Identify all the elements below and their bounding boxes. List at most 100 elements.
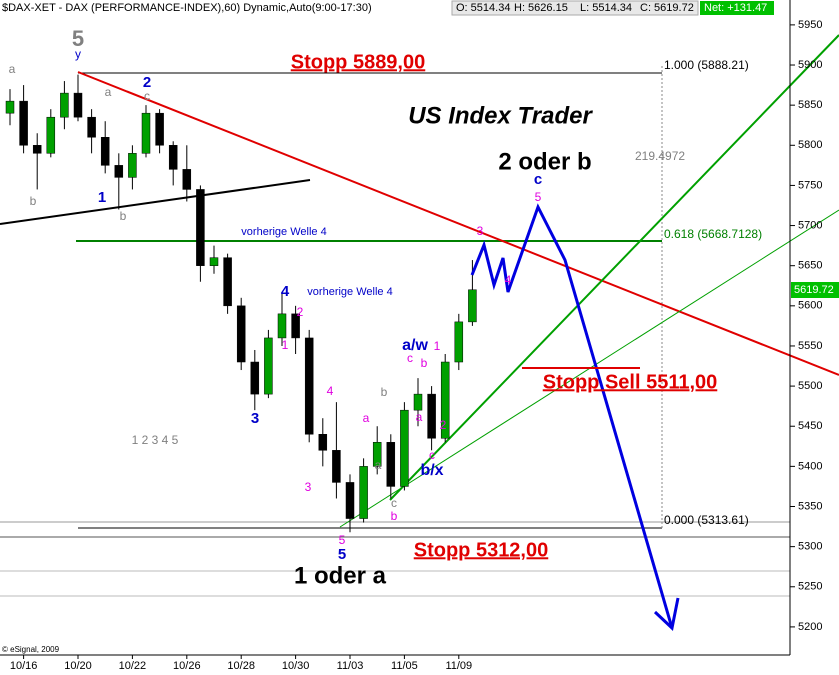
y-tick-label: 5800: [798, 139, 822, 151]
wave-label: a: [416, 410, 423, 424]
wave-label: 4: [505, 273, 512, 287]
candle-body: [168, 145, 178, 170]
x-tick-label: 10/20: [64, 660, 92, 672]
wave-label: c: [144, 89, 150, 103]
note: vorherige Welle 4: [307, 286, 392, 298]
y-tick-label: 5850: [798, 99, 822, 111]
header-net: Net: +131.47: [704, 2, 767, 14]
wave-label: 1: [98, 189, 106, 206]
wave-label: 1 2 3 4 5: [132, 433, 179, 447]
wave-label: 4: [281, 283, 290, 300]
wave-label: b: [381, 385, 388, 399]
trendline: [389, 34, 839, 501]
wave-label: 2: [143, 74, 151, 91]
copyright: © eSignal, 2009: [2, 645, 60, 654]
header-box: [451, 0, 699, 16]
candle-body: [5, 100, 15, 114]
candle-body: [440, 361, 450, 439]
fib-label: 219.4972: [635, 149, 685, 163]
y-tick-label: 5350: [798, 500, 822, 512]
wave-label: 2: [440, 418, 447, 432]
y-tick-label: 5600: [798, 300, 822, 312]
last-price-label: 5619.72: [794, 284, 834, 296]
net-box: [700, 1, 774, 15]
trendline: [77, 71, 839, 376]
candle-body: [196, 189, 205, 266]
candle-body: [46, 116, 56, 154]
y-tick-label: 5750: [798, 179, 822, 191]
wave-label: a: [363, 411, 370, 425]
chart-title: $DAX-XET - DAX (PERFORMANCE-INDEX),60) D…: [2, 2, 372, 14]
candle-body: [114, 165, 124, 178]
wave-label: a/w: [402, 337, 428, 354]
candle-body: [73, 92, 83, 118]
wave-label: b: [30, 194, 37, 208]
candle-body: [236, 305, 246, 363]
y-tick-label: 5700: [798, 219, 822, 231]
wave-label: 1: [282, 338, 289, 352]
candle-body: [209, 257, 219, 266]
candle-body: [386, 442, 396, 487]
wave-label: 4: [327, 384, 334, 398]
y-tick-label: 5550: [798, 340, 822, 352]
stop-label: Stopp Sell 5511,00: [543, 371, 718, 393]
wave-label: y: [75, 47, 81, 61]
x-tick-label: 10/16: [10, 660, 38, 672]
candle-body: [87, 116, 96, 138]
wave-label: 5: [535, 190, 542, 204]
candle-body: [128, 153, 137, 178]
y-tick-label: 5200: [798, 621, 822, 633]
candle-body: [60, 92, 69, 118]
projection-arrow: [653, 597, 680, 631]
candle-body: [223, 257, 232, 307]
trendline: [0, 179, 311, 225]
wave-label: c: [391, 496, 397, 510]
candle-body: [359, 466, 368, 519]
x-tick-label: 11/03: [337, 660, 364, 672]
y-tick-label: 5250: [798, 581, 822, 593]
candle-body: [318, 434, 328, 451]
candle-body: [250, 361, 260, 395]
wave-label: 5: [338, 546, 346, 563]
y-tick-label: 5450: [798, 420, 822, 432]
wave-label: b: [421, 356, 428, 370]
wave-label: a: [105, 85, 112, 99]
candle-body: [468, 289, 477, 323]
fib-label: 0.000 (5313.61): [664, 513, 749, 527]
candle-body: [19, 100, 28, 146]
wave-label: 3: [251, 410, 259, 427]
note: vorherige Welle 4: [241, 226, 326, 238]
stop-label: Stopp 5889,00: [291, 51, 426, 73]
y-tick-label: 5500: [798, 380, 822, 392]
header-high: H: 5626.15: [514, 2, 568, 14]
candle-body: [291, 313, 300, 339]
x-tick-label: 10/30: [282, 660, 310, 672]
candle-body: [413, 393, 423, 411]
candle-body: [400, 409, 409, 487]
wave-label: 1: [434, 339, 441, 353]
wave-label: 3: [477, 224, 484, 238]
wave-label: c: [429, 448, 435, 462]
scenario-label: 1 oder a: [294, 562, 387, 589]
scenario-label: 2 oder b: [498, 148, 591, 175]
candle-body: [345, 482, 355, 519]
candle-body: [304, 337, 314, 435]
x-tick-label: 10/22: [119, 660, 147, 672]
wave-label: a: [9, 62, 16, 76]
x-tick-label: 11/09: [445, 660, 472, 672]
fib-label: 1.000 (5888.21): [664, 58, 749, 72]
wave-label: 5: [339, 533, 346, 547]
candle-body: [100, 137, 110, 166]
wave-label: c: [407, 351, 413, 365]
y-tick-label: 5950: [798, 19, 822, 31]
candle-body: [32, 145, 42, 154]
wave-label: b: [391, 509, 398, 523]
candle-body: [141, 112, 151, 154]
wave-label: 2: [297, 305, 304, 319]
candle-body: [155, 112, 164, 146]
x-tick-label: 11/05: [391, 660, 418, 672]
header-close: C: 5619.72: [640, 2, 694, 14]
header-low: L: 5514.34: [580, 2, 632, 14]
header-open: O: 5514.34: [456, 2, 510, 14]
